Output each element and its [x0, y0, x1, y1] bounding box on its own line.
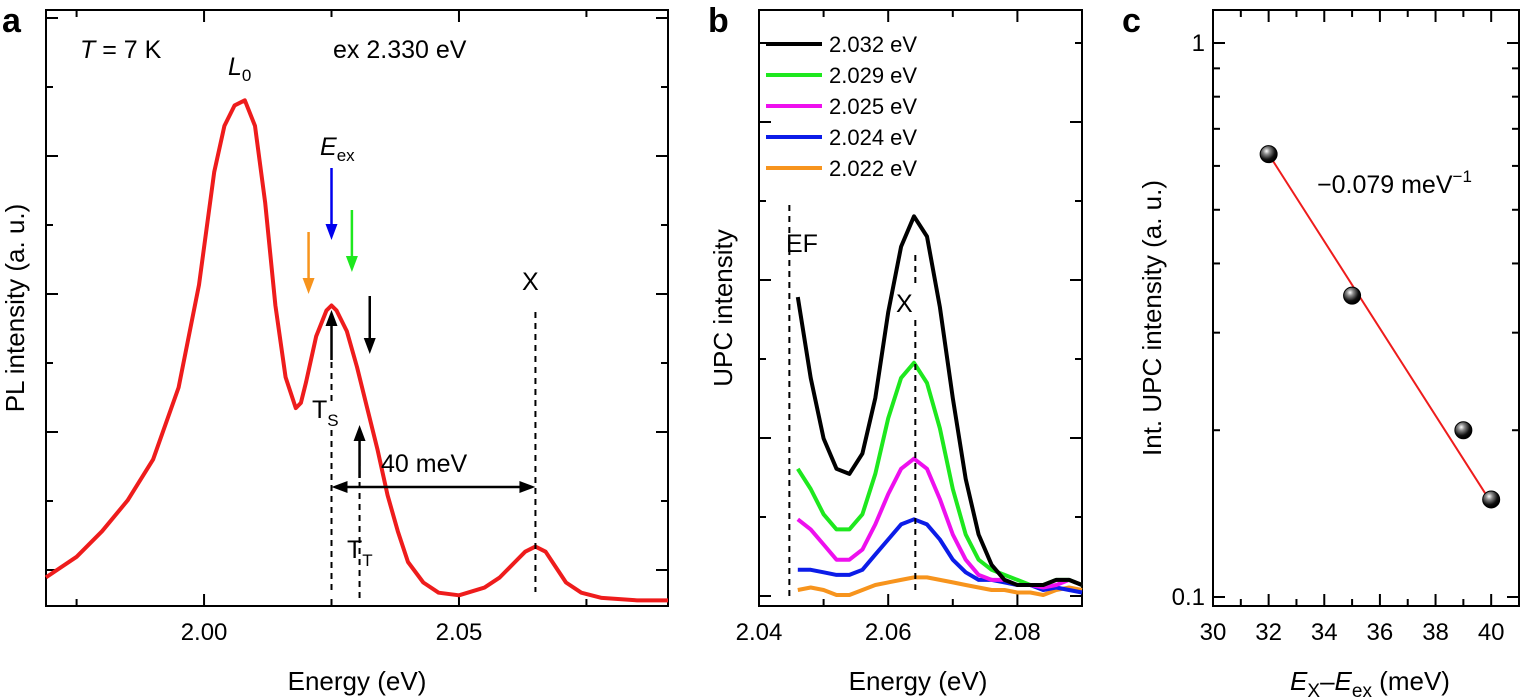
panel-c: 30 32 34 36 38 40 0.11 −0.079 meV−1 EX–Eex (m… — [1137, 9, 1520, 697]
x-tick-label: 2.05 — [436, 619, 483, 646]
x-tick-label: 2.08 — [994, 619, 1041, 646]
data-point — [1259, 145, 1278, 164]
excitation-arrow-head — [345, 256, 358, 272]
slope-label: −0.079 meV−1 — [1317, 167, 1472, 199]
eex-label: Eex — [320, 133, 355, 165]
x-tick-label: 32 — [1255, 619, 1282, 646]
data-point — [1454, 421, 1473, 440]
x-peak-label: X — [522, 268, 539, 296]
panel-a: 2.00 2.05 Energy (eV) PL intensity (a. u.… — [0, 9, 669, 696]
ts-label: TS — [312, 396, 339, 430]
panel-c-x-tick-labels: 30 32 34 36 38 40 — [1200, 619, 1505, 646]
x-tick-label: 2.06 — [865, 619, 912, 646]
series-line — [795, 214, 1083, 587]
temperature-label: T = 7 K — [80, 36, 162, 64]
x-tick-label: 38 — [1422, 619, 1449, 646]
data-point — [1482, 490, 1501, 509]
spacing-arrow-head-left — [331, 481, 348, 493]
series-line — [797, 575, 1083, 597]
series-line — [796, 456, 1083, 590]
spacing-arrow-head-right — [519, 481, 536, 493]
ts-arrow-head — [325, 310, 338, 326]
excitation-label: ex 2.330 eV — [333, 36, 467, 64]
panel-letter-a: a — [2, 2, 22, 40]
panel-b-y-axis-title: UPC intensity — [708, 229, 738, 387]
panel-b-x-tick-labels: 2.04 2.06 2.08 — [736, 619, 1041, 646]
panel-letter-b: b — [708, 2, 729, 40]
y-tick-label: 0.1 — [1172, 584, 1205, 611]
fit-line — [1267, 153, 1493, 504]
excitation-arrow-head — [325, 224, 338, 240]
panel-a-arrows — [302, 168, 536, 493]
tt-arrow-head — [353, 425, 366, 441]
y-tick-label: 1 — [1192, 30, 1205, 57]
panel-a-x-axis-title: Energy (eV) — [288, 666, 427, 696]
x-tick-label: 34 — [1311, 619, 1338, 646]
panel-b-legend: 2.032 eV 2.029 eV 2.025 eV 2.024 eV 2.022 eV — [766, 32, 917, 181]
pl-spectrum-line — [44, 98, 668, 603]
x-tick-label: 30 — [1200, 619, 1227, 646]
x-tick-label: 2.04 — [736, 619, 783, 646]
x-tick-label: 36 — [1367, 619, 1394, 646]
panel-b-ticks — [758, 10, 1083, 606]
legend-label: 2.024 eV — [829, 125, 917, 150]
legend-label: 2.032 eV — [829, 32, 917, 57]
panel-a-x-tick-labels: 2.00 2.05 — [181, 619, 483, 646]
legend-label: 2.022 eV — [829, 156, 917, 181]
data-point — [1343, 286, 1362, 305]
panel-c-points — [1259, 145, 1501, 509]
panel-c-frame — [1212, 9, 1520, 607]
panel-a-y-axis-title: PL intensity (a. u.) — [0, 204, 30, 413]
panel-c-ticks — [1212, 10, 1520, 606]
l0-label: L0 — [228, 53, 251, 85]
panel-a-frame — [45, 9, 669, 607]
ef-label: EF — [786, 230, 818, 258]
panel-letter-c: c — [1122, 2, 1141, 40]
panel-c-x-axis-title: EX–Eex (meV) — [1290, 666, 1450, 697]
excitation-arrow-head — [363, 338, 376, 354]
panel-b-x-axis-title: Energy (eV) — [849, 666, 988, 696]
x-tick-label: 2.00 — [181, 619, 228, 646]
tt-label: TT — [347, 536, 373, 570]
panel-b: 2.04 2.06 2.08 2.032 eV2.029 eV2.025 eV2.0… — [708, 9, 1083, 696]
panel-b-guide-lines — [788, 205, 917, 600]
panel-a-ticks — [46, 10, 668, 606]
excitation-arrow-head — [302, 278, 315, 294]
panel-c-y-axis-title: Int. UPC intensity (a. u.) — [1137, 180, 1167, 456]
panel-b-frame — [758, 9, 1083, 607]
series-line — [796, 360, 1083, 587]
panel-c-y-tick-labels: 0.11 — [1172, 30, 1205, 611]
x-tick-label: 40 — [1478, 619, 1505, 646]
spacing-label: 40 meV — [381, 450, 467, 478]
legend-label: 2.029 eV — [829, 63, 917, 88]
panel-b-series — [795, 214, 1083, 597]
x-peak-label-b: X — [896, 290, 913, 318]
legend-label: 2.025 eV — [829, 94, 917, 119]
